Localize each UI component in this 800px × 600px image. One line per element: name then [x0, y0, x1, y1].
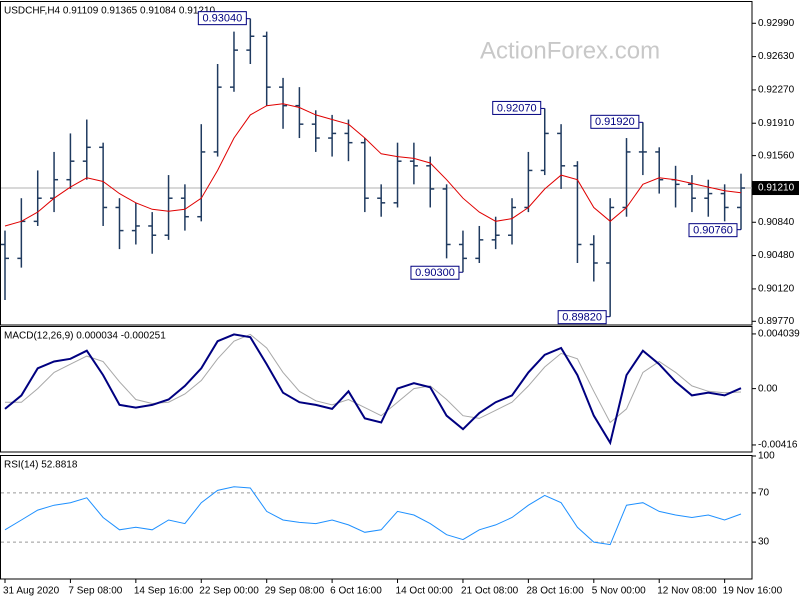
annotation-box — [557, 310, 607, 325]
x-tick-label: 21 Oct 08:00 — [461, 586, 519, 597]
current-price-label: 0.91210 — [758, 183, 795, 194]
y-tick-label: 0.91910 — [758, 118, 795, 129]
line — [5, 333, 742, 424]
x-tick-label: 6 Oct 16:00 — [330, 586, 382, 597]
x-tick-label: 14 Oct 00:00 — [396, 586, 454, 597]
y-tick-label: 0.89770 — [758, 316, 795, 327]
annotation-box — [688, 223, 738, 238]
annotation-label: 0.90760 — [693, 225, 733, 237]
y-tick-label: 0.00 — [758, 383, 778, 394]
annotation-label: 0.93040 — [202, 13, 242, 25]
x-tick-label: 5 Nov 00:00 — [592, 586, 646, 597]
y-tick-label: 0.92630 — [758, 51, 795, 62]
rsi-panel — [0, 455, 753, 580]
panel-title: USDCHF,H4 0.91109 0.91365 0.91084 0.9121… — [4, 6, 216, 17]
annotation-box — [590, 114, 640, 129]
annotation-box — [492, 100, 542, 115]
x-tick-label: 19 Nov 16:00 — [723, 586, 783, 597]
line — [4, 103, 742, 227]
x-tick-label: 28 Oct 16:00 — [526, 586, 584, 597]
y-tick-label: 0.91560 — [758, 150, 795, 161]
current-price-box — [752, 181, 799, 196]
x-tick-label: 22 Sep 00:00 — [199, 586, 259, 597]
macd-panel — [0, 326, 753, 453]
panel-title: RSI(14) 52.8818 — [4, 460, 78, 471]
x-tick-label: 12 Nov 08:00 — [657, 586, 717, 597]
y-tick-label: 0.90480 — [758, 250, 795, 261]
y-tick-label: -0.00416 — [758, 440, 798, 451]
y-tick-label: 100 — [758, 451, 775, 462]
y-tick-label: 0.92270 — [758, 85, 795, 96]
y-tick-label: 30 — [758, 537, 770, 548]
annotation-label: 0.89820 — [562, 312, 602, 324]
line — [4, 333, 742, 446]
y-tick-label: 0.90840 — [758, 217, 795, 228]
annotation-box — [197, 11, 247, 26]
annotation-label: 0.90300 — [415, 267, 455, 279]
y-tick-label: 0.92990 — [758, 18, 795, 29]
x-tick-label: 31 Aug 2020 — [3, 586, 60, 597]
y-tick-label: 0.90120 — [758, 284, 795, 295]
x-tick-label: 29 Sep 08:00 — [265, 586, 325, 597]
annotation-label: 0.91920 — [595, 116, 635, 128]
y-tick-label: 70 — [758, 488, 770, 499]
annotation-label: 0.92070 — [497, 102, 537, 114]
y-tick-label: 0.004039 — [758, 329, 800, 340]
x-tick-label: 14 Sep 16:00 — [134, 586, 194, 597]
x-tick-label: 7 Sep 08:00 — [68, 586, 122, 597]
line — [4, 486, 742, 546]
watermark: ActionForex.com — [480, 37, 660, 64]
panel-title: MACD(12,26,9) 0.000034 -0.000251 — [4, 331, 166, 342]
annotation-box — [410, 265, 460, 280]
